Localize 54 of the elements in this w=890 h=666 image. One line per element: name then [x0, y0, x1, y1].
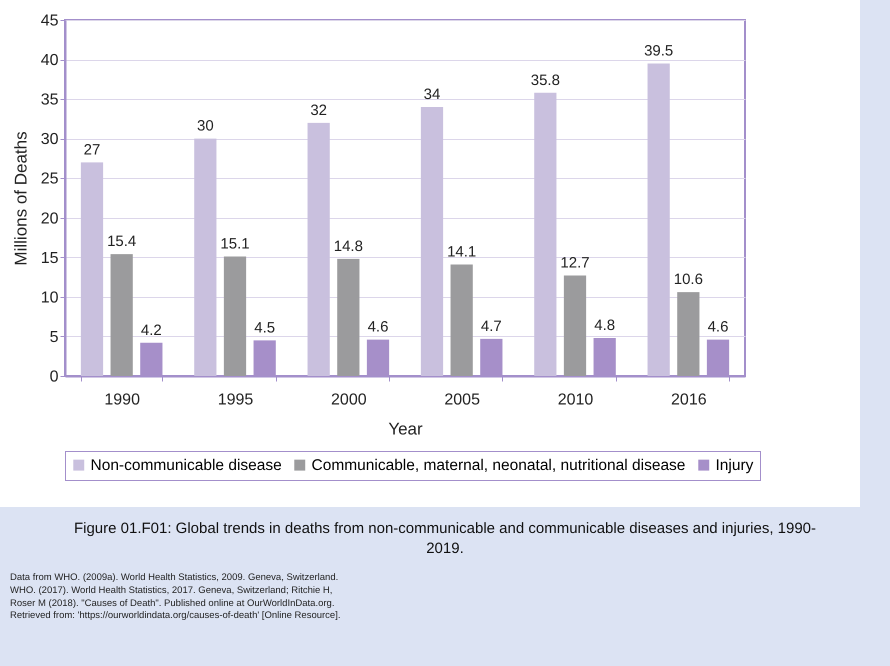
data-label: 32: [310, 102, 328, 119]
y-tick-label: 15: [40, 250, 59, 267]
data-label: 12.7: [560, 254, 590, 272]
data-label: 34: [424, 86, 440, 104]
bar: [450, 264, 473, 376]
bar: [110, 254, 133, 376]
data-label: 4.5: [254, 319, 276, 336]
bar: [648, 64, 670, 376]
data-label: 14.1: [447, 243, 476, 260]
text: Figure 01.F01: Global trends in deaths from non-communicable and communicable diseases and injuries, 1990-2019.: [72, 519, 818, 558]
bar: [337, 258, 360, 376]
data-label: 27: [84, 141, 100, 158]
y-tick-label: 35: [40, 92, 59, 109]
data-label: 39.5: [644, 42, 674, 60]
x-axis-title: Year: [388, 420, 424, 438]
data-label: 4.8: [594, 317, 616, 334]
y-tick-label: 10: [40, 289, 59, 306]
y-tick-label: 5: [50, 328, 59, 346]
x-tick-label: 2010: [558, 392, 594, 408]
data-label: 30: [196, 118, 214, 135]
x-tick-label: 2016: [671, 392, 707, 408]
data-label: 15.1: [220, 236, 250, 253]
y-tick-label: 25: [40, 170, 59, 188]
data-label: 10.6: [674, 271, 703, 288]
data-label: 4.2: [140, 322, 162, 339]
legend-label: Communicable, maternal, neonatal, nutritional disease: [312, 457, 686, 474]
data-label: 4.7: [480, 318, 502, 335]
text: Data from WHO. (2009a). World Health Statistics, 2009. Geneva, Switzerland.: [10, 572, 340, 585]
bar: [224, 256, 246, 376]
y-tick-label: 0: [50, 368, 59, 386]
x-tick-label: 1995: [218, 392, 254, 408]
bar: [80, 162, 104, 376]
bar: [677, 292, 700, 376]
y-tick-label: 40: [40, 52, 59, 70]
data-label: 4.6: [708, 318, 728, 336]
data-label: 4.6: [368, 318, 388, 336]
x-tick-label: 2005: [444, 392, 480, 408]
x-tick-label: 2000: [331, 392, 367, 408]
y-tick-label: 30: [40, 131, 59, 148]
bar: [534, 92, 556, 376]
bar: [308, 122, 330, 376]
y-tick-label: 20: [40, 210, 59, 228]
legend-label: Injury: [716, 457, 754, 474]
text: WHO. (2017). World Health Statistics, 2017. Geneva, Switzerland; Ritchie H, Roser M (2018). "Causes of Death". Published online at OurWorldInData.org. Retrieved from: 'https://ourworldindata.org/causes-of-death' [Online Resource].: [10, 584, 342, 624]
y-axis-title: Millions of Deaths: [12, 131, 31, 266]
y-tick-label: 45: [40, 12, 59, 30]
data-label: 14.8: [334, 238, 363, 255]
data-label: 35.8: [530, 72, 560, 89]
data-label: 15.4: [107, 233, 136, 250]
bar: [194, 138, 216, 376]
x-tick-label: 1990: [104, 392, 140, 408]
bar: [564, 276, 586, 376]
bar: [420, 107, 444, 376]
legend-label: Non-communicable disease: [90, 457, 282, 474]
